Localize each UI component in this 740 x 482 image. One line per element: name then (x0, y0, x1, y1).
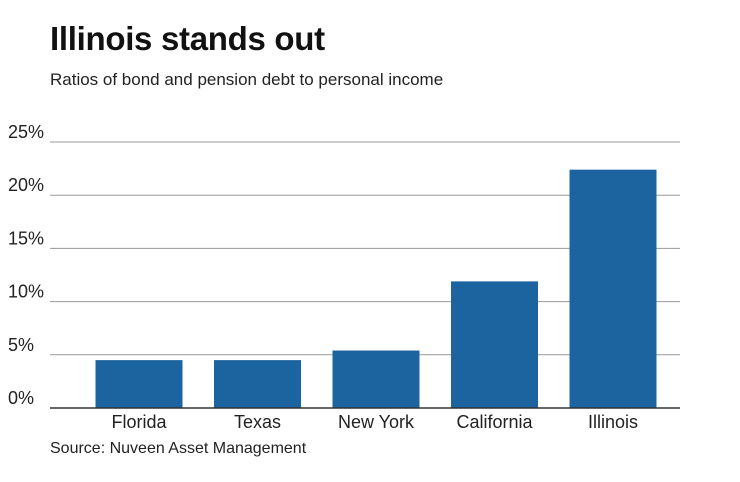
bar-illinois (569, 169, 657, 408)
y-tick-label: 15% (8, 228, 44, 248)
y-tick-label: 0% (8, 388, 34, 408)
x-tick-label: Florida (111, 412, 167, 432)
x-axis-ticks: Florida Texas New York California Illinois (111, 412, 638, 432)
y-tick-label: 20% (8, 175, 44, 195)
chart-subtitle: Ratios of bond and pension debt to perso… (50, 70, 444, 89)
y-axis-ticks: 0% 5% 10% 15% 20% 25% (8, 122, 44, 408)
x-tick-label: Texas (234, 412, 281, 432)
y-tick-label: 10% (8, 282, 44, 302)
x-tick-label: New York (338, 412, 415, 432)
y-tick-label: 25% (8, 122, 44, 142)
bars (95, 169, 657, 408)
x-tick-label: California (456, 412, 533, 432)
bar-texas (214, 360, 301, 408)
chart-title: Illinois stands out (50, 20, 325, 57)
bar-california (451, 281, 538, 408)
x-tick-label: Illinois (588, 412, 638, 432)
source-note: Source: Nuveen Asset Management (50, 440, 307, 457)
bar-new-york (332, 350, 420, 408)
y-tick-label: 5% (8, 335, 34, 355)
bar-florida (95, 360, 183, 408)
